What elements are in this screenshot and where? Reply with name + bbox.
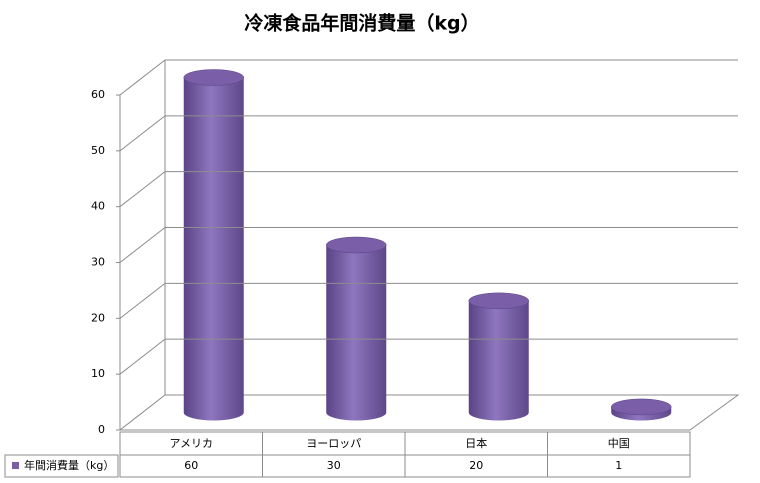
legend-label: 年間消費量（kg）	[24, 458, 114, 472]
y-tick-label: 20	[91, 311, 105, 324]
bar	[468, 300, 529, 421]
bar-top	[326, 236, 387, 254]
y-tick-label: 30	[91, 256, 105, 269]
x-tick-label: ヨーロッパ	[306, 437, 361, 450]
table-value: 30	[327, 459, 341, 472]
grid-line	[119, 171, 738, 208]
x-tick-label: 日本	[465, 436, 487, 450]
bar	[326, 245, 387, 421]
y-tick-label: 10	[91, 367, 105, 380]
legend-cell	[4, 454, 119, 478]
floor	[118, 394, 740, 431]
table-value: 1	[615, 459, 622, 472]
bar-top	[468, 292, 529, 310]
bar-top	[611, 398, 672, 416]
y-tick-label: 60	[91, 88, 105, 101]
grid-line	[119, 115, 738, 152]
bar	[183, 77, 244, 421]
x-tick-label: 中国	[608, 437, 630, 450]
grid-line	[119, 338, 738, 375]
table-value: 60	[184, 459, 198, 472]
table-cell	[547, 454, 691, 478]
grid-line	[119, 59, 738, 96]
chart-title: 冷凍食品年間消費量（kg）	[244, 12, 479, 35]
x-tick-label: アメリカ	[170, 437, 213, 450]
bar-top	[183, 69, 244, 86]
table-value: 20	[469, 459, 483, 472]
grid-line	[119, 282, 738, 319]
grid-line	[119, 227, 738, 263]
y-tick-label: 40	[91, 200, 105, 213]
y-tick-label: 0	[98, 423, 105, 436]
y-tick-label: 50	[91, 144, 105, 157]
legend-key	[12, 462, 19, 469]
